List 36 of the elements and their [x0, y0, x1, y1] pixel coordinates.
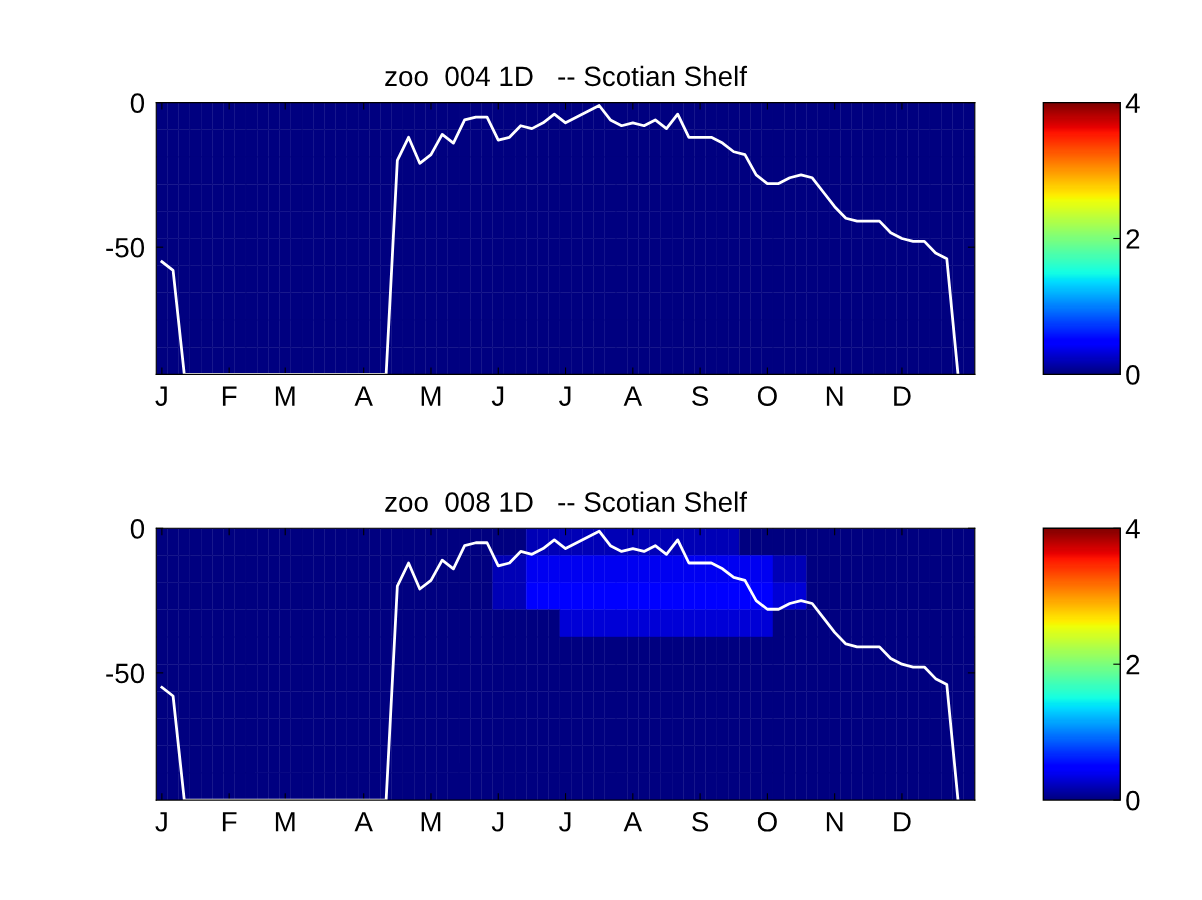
- x-tick-label: F: [222, 386, 237, 406]
- x-tick-label: J: [491, 386, 504, 406]
- x-tick-label: J: [559, 386, 571, 406]
- x-tick-label: S: [692, 386, 709, 406]
- x-tick-label: D: [894, 812, 911, 832]
- x-tick-label: N: [826, 812, 843, 832]
- color-bar-label: 4: [1125, 519, 1140, 539]
- x-tick-label: O: [757, 811, 777, 832]
- y-tick-label: -50: [106, 663, 145, 684]
- x-tick-label: A: [354, 386, 373, 406]
- chart-title: zoo 004 1D -- Scotian Shelf: [385, 65, 748, 87]
- x-tick-label: A: [354, 812, 373, 832]
- x-tick-label: A: [623, 812, 643, 832]
- chart-title: zoo 008 1D -- Scotian Shelf: [385, 491, 748, 512]
- x-tick-label: A: [623, 386, 643, 406]
- x-tick-label: N: [826, 386, 843, 406]
- y-tick-label: -50: [106, 237, 145, 258]
- y-tick-label: 0: [130, 93, 145, 113]
- x-tick-label: F: [222, 812, 237, 832]
- x-tick-label: O: [757, 386, 777, 406]
- x-tick-label: M: [421, 386, 441, 406]
- color-bar-label: 4: [1125, 93, 1140, 113]
- x-tick-label: M: [421, 812, 441, 832]
- color-bar-label: 2: [1126, 654, 1140, 675]
- x-tick-label: J: [491, 812, 504, 832]
- x-tick-label: M: [275, 386, 295, 406]
- x-tick-label: S: [692, 811, 709, 832]
- x-tick-label: J: [155, 386, 167, 406]
- x-tick-label: J: [559, 812, 571, 832]
- x-tick-label: D: [894, 386, 911, 406]
- color-bar-label: 0: [1126, 790, 1140, 811]
- x-tick-label: M: [275, 812, 295, 832]
- color-bar-label: 2: [1126, 229, 1140, 249]
- color-bar-label: 0: [1126, 365, 1140, 385]
- y-tick-label: 0: [130, 518, 145, 539]
- x-tick-label: J: [155, 812, 167, 832]
